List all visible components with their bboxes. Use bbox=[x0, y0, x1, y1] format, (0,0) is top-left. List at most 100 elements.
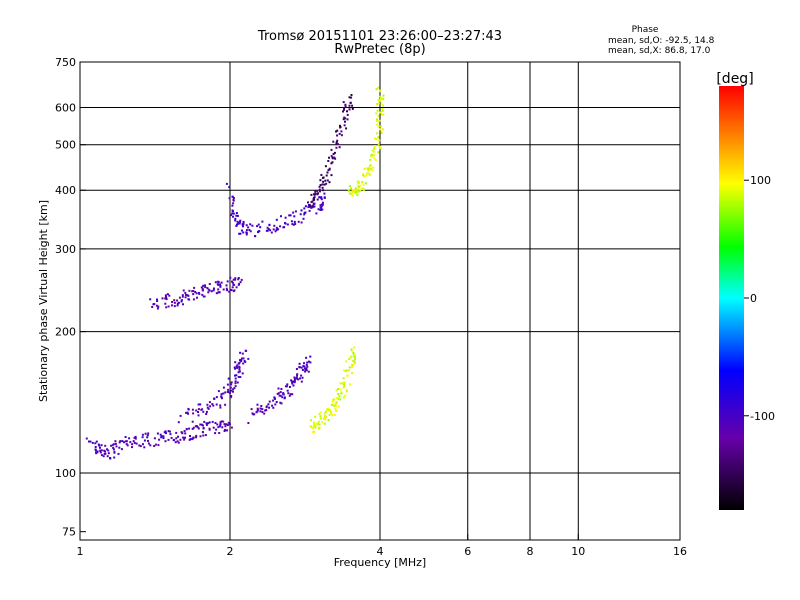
data-point bbox=[318, 427, 321, 430]
data-point bbox=[230, 426, 233, 429]
data-point bbox=[227, 421, 230, 424]
data-point bbox=[219, 421, 222, 424]
data-points bbox=[85, 86, 385, 460]
data-point bbox=[378, 139, 381, 142]
data-point bbox=[323, 197, 326, 199]
data-point bbox=[341, 382, 343, 385]
data-point bbox=[293, 379, 296, 382]
data-point bbox=[197, 408, 200, 411]
data-point bbox=[285, 385, 288, 388]
data-point bbox=[323, 422, 326, 425]
data-point bbox=[311, 206, 314, 209]
series-e-rising bbox=[177, 349, 250, 424]
data-point bbox=[135, 442, 138, 445]
data-point bbox=[143, 446, 146, 449]
data-point bbox=[319, 184, 322, 187]
data-point bbox=[147, 432, 150, 435]
data-point bbox=[332, 153, 335, 155]
data-point bbox=[336, 143, 339, 146]
data-point bbox=[297, 378, 300, 381]
data-point bbox=[343, 396, 346, 399]
data-point bbox=[355, 191, 357, 194]
data-point bbox=[167, 305, 170, 308]
data-point bbox=[256, 403, 259, 406]
data-point bbox=[94, 442, 97, 445]
data-point bbox=[313, 425, 316, 428]
data-point bbox=[199, 403, 202, 406]
data-point bbox=[203, 420, 206, 423]
data-point bbox=[327, 419, 330, 421]
data-point bbox=[343, 385, 346, 388]
data-point bbox=[204, 284, 206, 287]
y-axis-label: Stationary phase Virtual Height [km] bbox=[37, 200, 50, 402]
data-point bbox=[236, 214, 239, 217]
data-point bbox=[226, 383, 229, 386]
data-point bbox=[261, 411, 264, 414]
data-point bbox=[330, 174, 333, 177]
data-point bbox=[183, 438, 186, 441]
data-point bbox=[201, 287, 204, 290]
data-point bbox=[345, 127, 348, 130]
data-point bbox=[201, 408, 204, 411]
x-tick-label: 8 bbox=[527, 545, 534, 558]
data-point bbox=[381, 97, 384, 100]
data-point bbox=[164, 430, 167, 433]
data-point bbox=[325, 410, 327, 413]
data-point bbox=[375, 88, 378, 91]
data-point bbox=[347, 369, 350, 372]
data-point bbox=[353, 346, 356, 349]
data-point bbox=[270, 231, 273, 234]
data-point bbox=[363, 175, 366, 178]
data-point bbox=[351, 194, 354, 197]
data-point bbox=[95, 440, 98, 443]
data-point bbox=[97, 443, 100, 446]
data-point bbox=[215, 292, 218, 295]
data-point bbox=[324, 418, 327, 421]
data-point bbox=[287, 392, 290, 395]
data-point bbox=[267, 403, 270, 406]
data-point bbox=[171, 304, 173, 307]
data-point bbox=[220, 393, 223, 396]
data-point bbox=[312, 203, 315, 205]
data-point bbox=[177, 421, 180, 424]
data-point bbox=[252, 413, 255, 416]
data-point bbox=[318, 196, 321, 199]
chart-title: Tromsø 20151101 23:26:00–23:27:43 bbox=[257, 29, 502, 44]
data-point bbox=[335, 410, 338, 412]
data-point bbox=[305, 356, 308, 359]
data-point bbox=[195, 434, 198, 437]
data-point bbox=[199, 423, 202, 426]
data-point bbox=[157, 305, 160, 308]
data-point bbox=[176, 302, 179, 305]
data-point bbox=[210, 290, 213, 293]
data-point bbox=[184, 436, 186, 439]
data-point bbox=[276, 392, 279, 395]
data-point bbox=[197, 427, 200, 430]
data-point bbox=[373, 150, 376, 153]
data-point bbox=[207, 422, 210, 425]
data-point bbox=[373, 157, 376, 160]
data-point bbox=[234, 385, 237, 388]
data-point bbox=[196, 426, 199, 429]
data-point bbox=[342, 377, 345, 380]
data-point bbox=[371, 169, 374, 172]
data-point bbox=[208, 283, 211, 285]
data-point bbox=[323, 412, 326, 415]
data-point bbox=[302, 217, 305, 220]
data-point bbox=[230, 395, 233, 397]
data-point bbox=[375, 123, 378, 126]
data-point bbox=[344, 105, 347, 108]
data-point bbox=[335, 146, 338, 149]
data-point bbox=[343, 124, 346, 127]
data-point bbox=[236, 222, 239, 225]
data-point bbox=[319, 209, 322, 211]
data-point bbox=[113, 451, 116, 454]
data-point bbox=[231, 212, 234, 215]
data-point bbox=[134, 435, 137, 438]
data-point bbox=[309, 361, 312, 364]
data-point bbox=[348, 104, 351, 107]
data-point bbox=[373, 145, 376, 147]
x-tick-label: 2 bbox=[227, 545, 234, 558]
data-point bbox=[125, 443, 128, 446]
y-tick-label: 300 bbox=[55, 243, 76, 256]
